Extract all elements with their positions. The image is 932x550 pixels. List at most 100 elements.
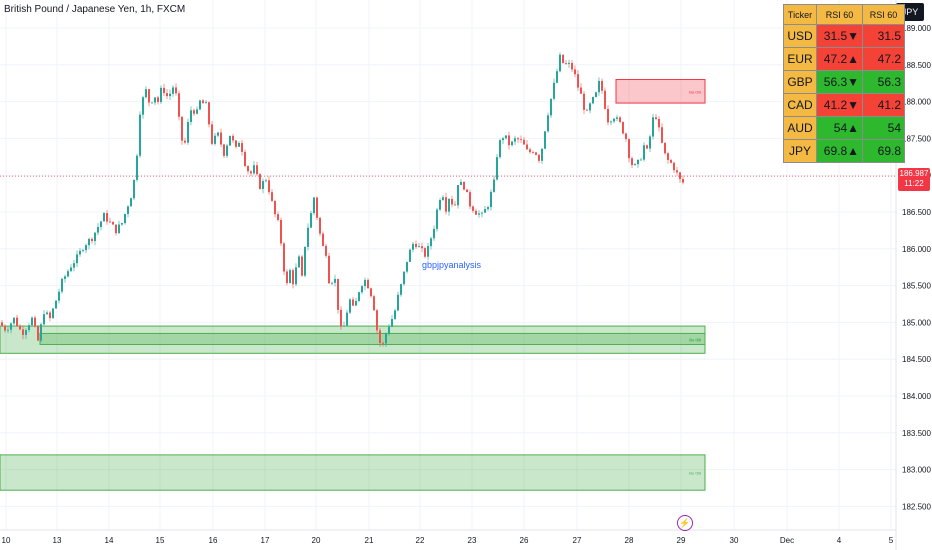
candle-body <box>310 213 312 228</box>
candle-body <box>412 243 414 250</box>
candle-body <box>580 87 582 94</box>
candle-body <box>199 100 201 110</box>
x-tick-label: 5 <box>889 536 894 545</box>
candle-body <box>130 198 132 207</box>
x-tick-label: 30 <box>730 536 739 545</box>
candle-body <box>13 317 15 324</box>
candle-body <box>238 142 240 147</box>
candle-body <box>475 210 477 215</box>
candle-body <box>22 329 24 335</box>
x-tick-label: 26 <box>520 536 529 545</box>
chart-title: British Pound / Japanese Yen, 1h, FXCM <box>4 4 186 15</box>
y-tick-label: 185.000 <box>902 318 931 327</box>
candle-body <box>406 261 408 272</box>
candle-body <box>550 98 552 116</box>
candle-body <box>145 89 147 98</box>
candle-body <box>193 110 195 114</box>
candle-body <box>223 144 225 156</box>
candle-body <box>448 198 450 212</box>
rsi-value-cell: 69.8▲ <box>816 139 863 163</box>
candle-body <box>442 197 444 200</box>
candle-body <box>271 192 273 201</box>
candle-body <box>247 166 249 172</box>
x-tick-label: 15 <box>156 536 165 545</box>
candle-body <box>667 153 669 160</box>
candle-body <box>610 121 612 123</box>
y-tick-label: 183.500 <box>902 429 931 438</box>
candle-body <box>64 276 66 279</box>
candle-body <box>658 118 660 128</box>
candle-body <box>49 312 51 319</box>
candle-body <box>133 179 135 199</box>
candle-body <box>79 250 81 255</box>
candle-body <box>535 152 537 155</box>
candle-body <box>427 246 429 257</box>
candle-body <box>400 284 402 295</box>
rsi-ticker-cell: CAD <box>783 93 817 117</box>
candle-body <box>523 139 525 145</box>
candle-body <box>40 324 42 341</box>
y-tick-label: 186.500 <box>902 208 931 217</box>
candle-body <box>10 323 12 330</box>
candle-body <box>682 179 684 183</box>
rsi-ticker-cell: AUD <box>783 116 817 140</box>
candle-body <box>139 114 141 156</box>
candle-body <box>553 82 555 99</box>
candle-body <box>643 145 645 160</box>
candle-body <box>256 165 258 175</box>
rsi-header-col1: RSI 60 <box>816 4 863 25</box>
candle-body <box>328 255 330 284</box>
candle-body <box>556 71 558 83</box>
candle-body <box>577 74 579 88</box>
watermark-text: gbpjpyanalysis <box>422 260 482 270</box>
candle-body <box>259 174 261 189</box>
candle-body <box>382 342 384 344</box>
candle-body <box>340 309 342 327</box>
candle-body <box>361 286 363 293</box>
x-tick-label: Dec <box>780 536 794 545</box>
rsi-row-usd: USD 31.5▼ 31.5 <box>783 24 905 48</box>
candle-body <box>58 291 60 301</box>
candle-body <box>451 198 453 205</box>
candle-body <box>112 221 114 225</box>
bolt-icon[interactable]: ⚡ <box>677 515 693 531</box>
candle-body <box>394 310 396 319</box>
candle-body <box>289 270 291 284</box>
candle-body <box>541 148 543 161</box>
rsi-ticker-cell: GBP <box>783 70 817 94</box>
rsi-value-cell: 56.3 <box>862 70 905 94</box>
x-tick-label: 23 <box>468 536 477 545</box>
x-tick-label: 17 <box>261 536 270 545</box>
rsi-value-cell: 69.8 <box>862 139 905 163</box>
candle-body <box>109 221 111 223</box>
candle-body <box>526 144 528 150</box>
candle-body <box>181 116 183 141</box>
zone-label: Bu OB <box>689 338 701 343</box>
candle-body <box>61 278 63 292</box>
candle-body <box>115 224 117 234</box>
candle-body <box>94 232 96 242</box>
candle-body <box>325 245 327 256</box>
candle-body <box>202 100 204 104</box>
candle-body <box>37 326 39 341</box>
candle-body <box>346 312 348 326</box>
candle-body <box>517 138 519 140</box>
candle-body <box>544 131 546 149</box>
y-tick-label: 185.500 <box>902 282 931 291</box>
candle-body <box>478 213 480 215</box>
x-tick-label: 10 <box>2 536 11 545</box>
rsi-row-aud: AUD 54▲ 54 <box>783 116 905 140</box>
candle-body <box>217 132 219 136</box>
candle-body <box>391 318 393 327</box>
rsi-table-header-row: Ticker RSI 60 RSI 60 <box>783 4 905 25</box>
candle-body <box>436 209 438 229</box>
candle-body <box>481 212 483 214</box>
candle-body <box>277 214 279 220</box>
candle-body <box>208 102 210 125</box>
candle-body <box>19 325 21 330</box>
current-price-label: 186.987 <box>899 169 929 178</box>
candle-body <box>661 127 663 143</box>
y-tick-label: 184.000 <box>902 392 931 401</box>
candle-body <box>364 279 366 287</box>
